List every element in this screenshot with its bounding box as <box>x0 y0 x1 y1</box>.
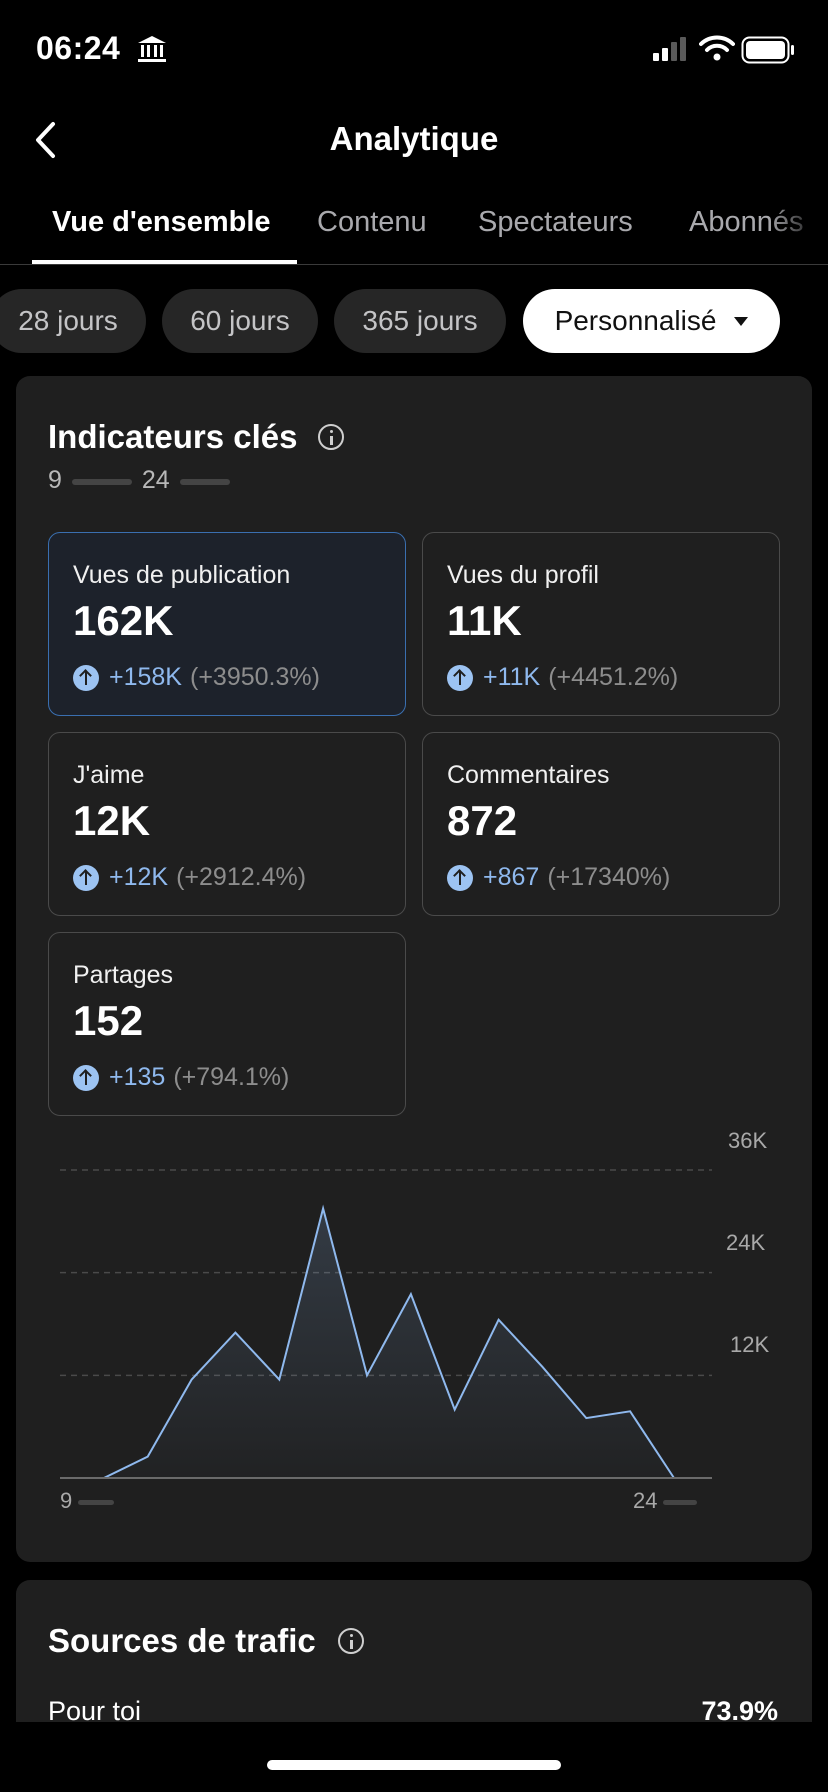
post-views-chart: 36K 24K 12K 9 24 <box>16 1128 812 1520</box>
tab-overview[interactable]: Vue d'ensemble <box>52 206 271 238</box>
metric-change-abs: +12K <box>109 863 169 891</box>
x-tick-text: 24 <box>633 1488 658 1513</box>
metric-change-pct: (+794.1%) <box>173 1063 290 1091</box>
metric-post-views[interactable]: Vues de publication 162K +158K (+3950.3%… <box>48 532 406 716</box>
active-tab-indicator <box>32 260 297 264</box>
metric-change-abs: +11K <box>483 663 541 691</box>
page-title: Analytique <box>329 120 499 157</box>
analytics-tabs: Vue d'ensemble Contenu Spectateurs Abonn… <box>0 190 828 265</box>
key-metrics-card: Indicateurs clés 9 24 Vues de publicatio… <box>16 376 812 1562</box>
x-tick-redacted <box>663 1500 698 1505</box>
chip-label: 28 jours <box>18 305 118 336</box>
metric-label: J'aime <box>73 761 145 789</box>
metric-label: Partages <box>73 961 174 989</box>
date-start: 9 <box>48 466 62 494</box>
bank-icon <box>138 36 166 62</box>
period-chip-365-days[interactable]: 365 jours <box>334 289 506 353</box>
key-metrics-title: Indicateurs clés <box>48 418 298 455</box>
arrow-up-icon <box>73 664 99 691</box>
traffic-source-label: Pour toi <box>48 1696 142 1726</box>
metric-value: 162K <box>73 597 174 644</box>
arrow-up-icon <box>73 864 99 891</box>
y-tick-label: 36K <box>728 1128 768 1153</box>
y-tick-label: 12K <box>730 1332 770 1357</box>
x-tick-redacted <box>78 1500 115 1505</box>
wifi-icon <box>699 35 735 61</box>
metric-value: 11K <box>447 597 522 644</box>
x-tick-text: 9 <box>60 1488 73 1513</box>
metric-change: +11K (+4451.2%) <box>447 663 678 692</box>
chip-label: 365 jours <box>362 305 478 336</box>
arrow-up-icon <box>447 864 473 891</box>
metric-value: 872 <box>447 797 518 844</box>
info-icon[interactable] <box>338 1628 364 1654</box>
metric-change: +135 (+794.1%) <box>73 1063 289 1092</box>
x-tick-label-start: 9 <box>60 1488 115 1514</box>
traffic-source-value: 73.9% <box>701 1696 778 1726</box>
battery-icon <box>741 36 794 64</box>
metric-change-abs: +867 <box>483 863 540 891</box>
home-indicator[interactable] <box>267 1760 561 1770</box>
metric-change-abs: +158K <box>109 663 182 691</box>
chart-line <box>60 1204 675 1479</box>
metric-likes[interactable]: J'aime 12K +12K (+2912.4%) <box>48 732 406 916</box>
date-redacted <box>71 479 132 485</box>
date-redacted <box>179 479 230 485</box>
status-bar: 06:24 <box>0 0 828 100</box>
metric-shares[interactable]: Partages 152 +135 (+794.1%) <box>48 932 406 1116</box>
metric-change-pct: (+2912.4%) <box>176 863 307 891</box>
arrow-up-icon <box>73 1064 99 1091</box>
back-button[interactable] <box>24 116 68 164</box>
metric-change-pct: (+4451.2%) <box>548 663 679 691</box>
period-selector: 28 jours 60 jours 365 jours Personnalisé <box>0 289 828 353</box>
y-tick-label: 24K <box>726 1230 766 1255</box>
chevron-left-icon <box>36 122 55 158</box>
metric-change-pct: (+3950.3%) <box>190 663 320 691</box>
metric-label: Vues du profil <box>447 561 599 589</box>
tabs-fade <box>768 190 828 264</box>
cellular-signal-icon <box>653 37 686 61</box>
metric-change: +158K (+3950.3%) <box>73 663 320 692</box>
arrow-up-icon <box>447 664 473 691</box>
chip-label: 60 jours <box>190 305 290 336</box>
date-range: 9 24 <box>48 466 230 495</box>
date-end: 24 <box>141 466 170 494</box>
metric-change-pct: (+17340%) <box>547 863 671 891</box>
metric-change-abs: +135 <box>109 1063 166 1091</box>
chip-label: Personnalisé <box>554 305 717 336</box>
traffic-sources-card: Sources de trafic Pour toi 73.9% <box>16 1580 812 1740</box>
metric-label: Vues de publication <box>73 561 291 589</box>
chart-area <box>60 1208 674 1478</box>
info-icon[interactable] <box>318 424 344 450</box>
metric-profile-views[interactable]: Vues du profil 11K +11K (+4451.2%) <box>422 532 780 716</box>
metric-label: Commentaires <box>447 761 610 789</box>
tab-viewers[interactable]: Spectateurs <box>478 206 633 238</box>
chart-svg <box>59 1169 712 1479</box>
metric-change: +867 (+17340%) <box>447 863 670 892</box>
status-time: 06:24 <box>36 30 121 66</box>
x-tick-label-end: 24 <box>633 1488 698 1514</box>
period-chip-60-days[interactable]: 60 jours <box>162 289 318 353</box>
bottom-bar <box>0 1722 828 1792</box>
app-header: Analytique <box>0 100 828 180</box>
metric-value: 152 <box>73 997 144 1044</box>
metric-value: 12K <box>73 797 151 844</box>
metric-change: +12K (+2912.4%) <box>73 863 306 892</box>
period-chip-custom[interactable]: Personnalisé <box>523 289 780 353</box>
metric-comments[interactable]: Commentaires 872 +867 (+17340%) <box>422 732 780 916</box>
period-chip-28-days[interactable]: 28 jours <box>0 289 146 353</box>
traffic-sources-title: Sources de trafic <box>48 1622 316 1659</box>
caret-down-icon <box>734 316 749 326</box>
tab-content[interactable]: Contenu <box>317 206 427 238</box>
